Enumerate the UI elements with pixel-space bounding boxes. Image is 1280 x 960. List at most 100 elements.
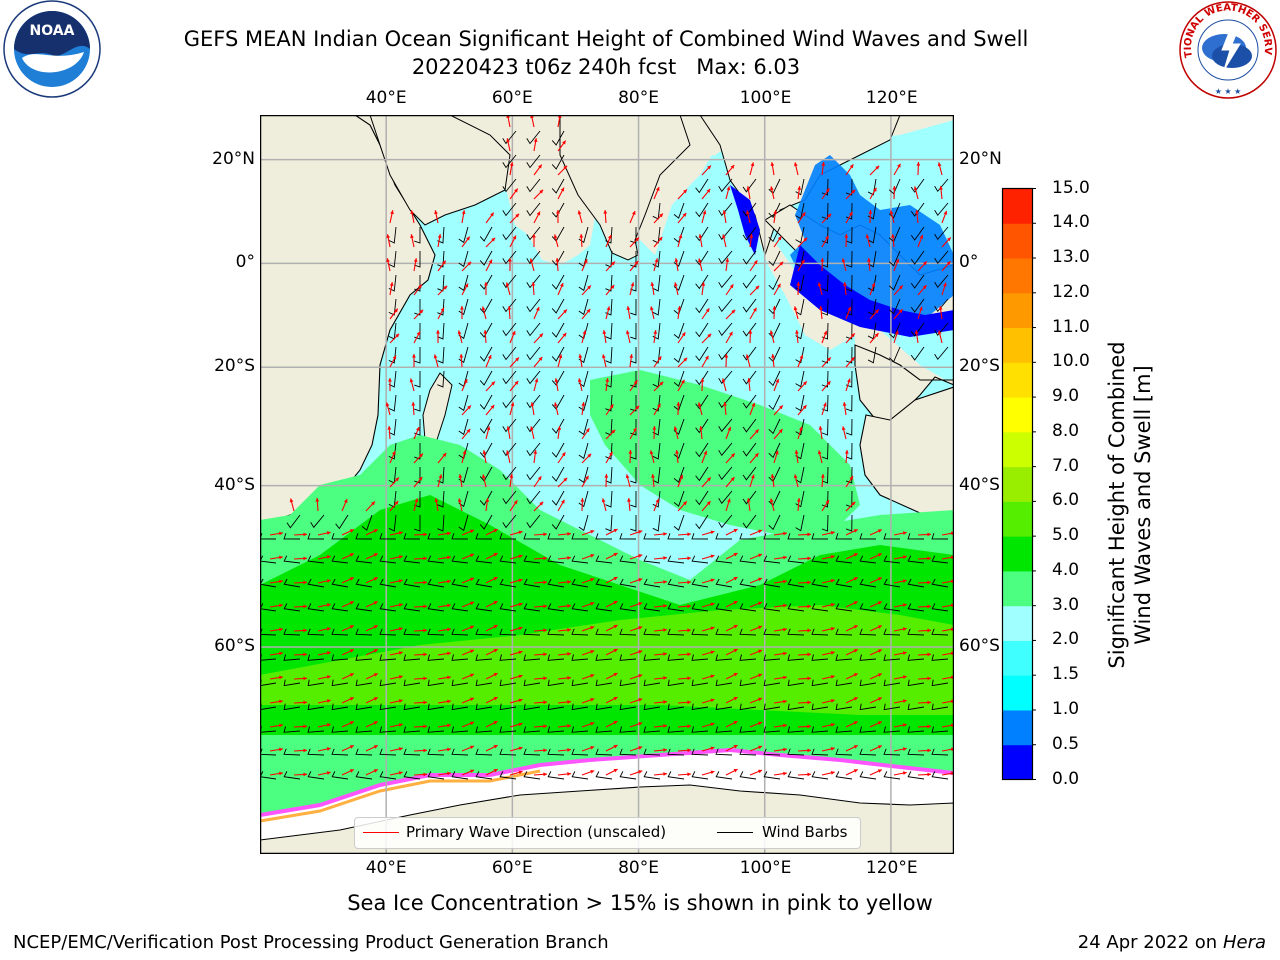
wind-barb <box>414 346 421 364</box>
wave-direction-arrowhead <box>481 474 486 479</box>
wind-barb <box>502 442 517 457</box>
wave-direction-arrowhead <box>398 675 403 679</box>
wind-barb <box>499 726 517 733</box>
wind-barb <box>742 226 757 241</box>
wave-direction-arrowhead <box>678 234 683 239</box>
wave-direction-arrowhead <box>793 306 798 311</box>
wind-barb <box>502 490 517 505</box>
map-gridlines <box>260 115 954 854</box>
wave-direction-arrowhead <box>783 627 787 632</box>
wave-direction-arrowhead <box>303 652 307 657</box>
wave-direction-arrowhead <box>626 306 631 310</box>
wind-barb <box>479 394 493 410</box>
wave-direction-arrowhead <box>279 723 283 728</box>
wind-barb <box>458 250 469 268</box>
wave-direction-arrowhead <box>349 577 354 581</box>
wind-barb <box>379 628 397 636</box>
wind-barb <box>931 679 949 687</box>
wind-barb <box>551 250 565 266</box>
wind-barb <box>437 250 445 268</box>
colorbar-segment <box>1002 327 1033 363</box>
wind-barb <box>835 703 853 711</box>
wave-direction-arrowhead <box>303 580 307 585</box>
wind-barb <box>451 603 469 612</box>
wind-barb <box>551 298 565 314</box>
wind-barb <box>355 628 373 636</box>
wind-barb <box>379 748 397 756</box>
wave-direction-arrowhead <box>447 699 451 704</box>
wave-direction-arrowhead <box>434 210 438 215</box>
wave-direction-arrowhead <box>493 625 498 629</box>
wind-barb <box>934 274 949 289</box>
wind-barb <box>673 250 685 267</box>
wind-barb <box>715 578 733 588</box>
wave-direction-arrowhead <box>534 378 539 383</box>
wave-direction-arrowhead <box>897 163 901 168</box>
wind-barb <box>547 771 565 780</box>
wind-barb <box>695 514 709 530</box>
wind-barb <box>742 394 757 409</box>
wind-barb <box>427 679 445 687</box>
wave-direction-arrowhead <box>466 428 471 433</box>
wind-barb <box>523 679 541 687</box>
wind-barb <box>695 250 709 266</box>
wave-direction-arrowhead <box>927 628 931 633</box>
wave-direction-arrowhead <box>590 674 595 678</box>
wave-direction-arrowhead <box>753 307 757 312</box>
wave-direction-arrowhead <box>398 555 403 559</box>
wave-direction-arrowhead <box>877 625 882 629</box>
wave-direction-arrowhead <box>582 330 587 335</box>
wave-direction-arrowhead <box>707 165 711 170</box>
wind-barb <box>427 533 445 540</box>
wave-direction-arrowhead <box>707 333 712 338</box>
wave-direction-arrowhead <box>913 186 918 191</box>
wave-direction-arrowhead <box>725 258 730 262</box>
wind-barb <box>283 654 301 661</box>
wind-barb <box>619 603 637 612</box>
wave-direction-arrowhead <box>655 187 660 192</box>
wind-barb <box>739 628 757 636</box>
wind-barb <box>811 555 829 564</box>
wave-direction-arrowhead <box>634 260 639 265</box>
wave-direction-arrowhead <box>447 651 451 656</box>
wave-direction-arrowhead <box>583 259 588 264</box>
wind-barb <box>523 726 541 733</box>
wind-barb <box>643 771 661 780</box>
wave-direction-arrowhead <box>724 354 729 358</box>
wave-direction-arrowhead <box>466 236 470 241</box>
wind-barb <box>551 322 565 338</box>
wind-barb <box>499 578 517 588</box>
wave-direction-arrowhead <box>779 261 784 266</box>
wind-barb <box>388 442 397 460</box>
wave-direction-arrowhead <box>423 556 427 561</box>
wave-direction-arrowhead <box>638 530 643 534</box>
wave-direction-arrowhead <box>539 333 543 338</box>
wind-barb <box>821 370 829 388</box>
wind-barb <box>307 628 325 636</box>
wave-direction-arrowhead <box>386 234 391 239</box>
wind-barb <box>526 442 541 457</box>
wave-direction-arrowhead <box>563 309 567 314</box>
nws-logo: NATIONAL WEATHER SERVICE ★ ★ ★ <box>1178 0 1277 99</box>
colorbar-tick-label: 5.0 <box>1052 525 1080 546</box>
wind-barb <box>931 748 949 756</box>
wind-barb <box>414 250 421 268</box>
wave-direction-arrowhead <box>326 723 331 727</box>
wave-direction-arrowhead <box>877 553 882 557</box>
wave-direction-arrowhead <box>590 650 595 654</box>
wind-barb <box>883 654 901 661</box>
wind-barb <box>715 654 733 661</box>
wave-direction-arrowhead <box>927 604 931 609</box>
wave-direction-arrowhead <box>683 189 687 194</box>
wind-barb <box>931 771 949 780</box>
wind-barb <box>931 726 949 733</box>
wind-barb <box>595 654 613 661</box>
wind-legend-label: Wind Barbs <box>762 823 848 841</box>
wave-direction-arrowhead <box>773 210 778 214</box>
wind-barb <box>667 578 685 588</box>
wave-direction-arrowhead <box>326 555 331 559</box>
colorbar-tick-label: 7.0 <box>1052 455 1080 476</box>
wind-barb <box>451 578 469 588</box>
wind-barb <box>414 490 421 508</box>
wind-barb <box>787 555 805 564</box>
